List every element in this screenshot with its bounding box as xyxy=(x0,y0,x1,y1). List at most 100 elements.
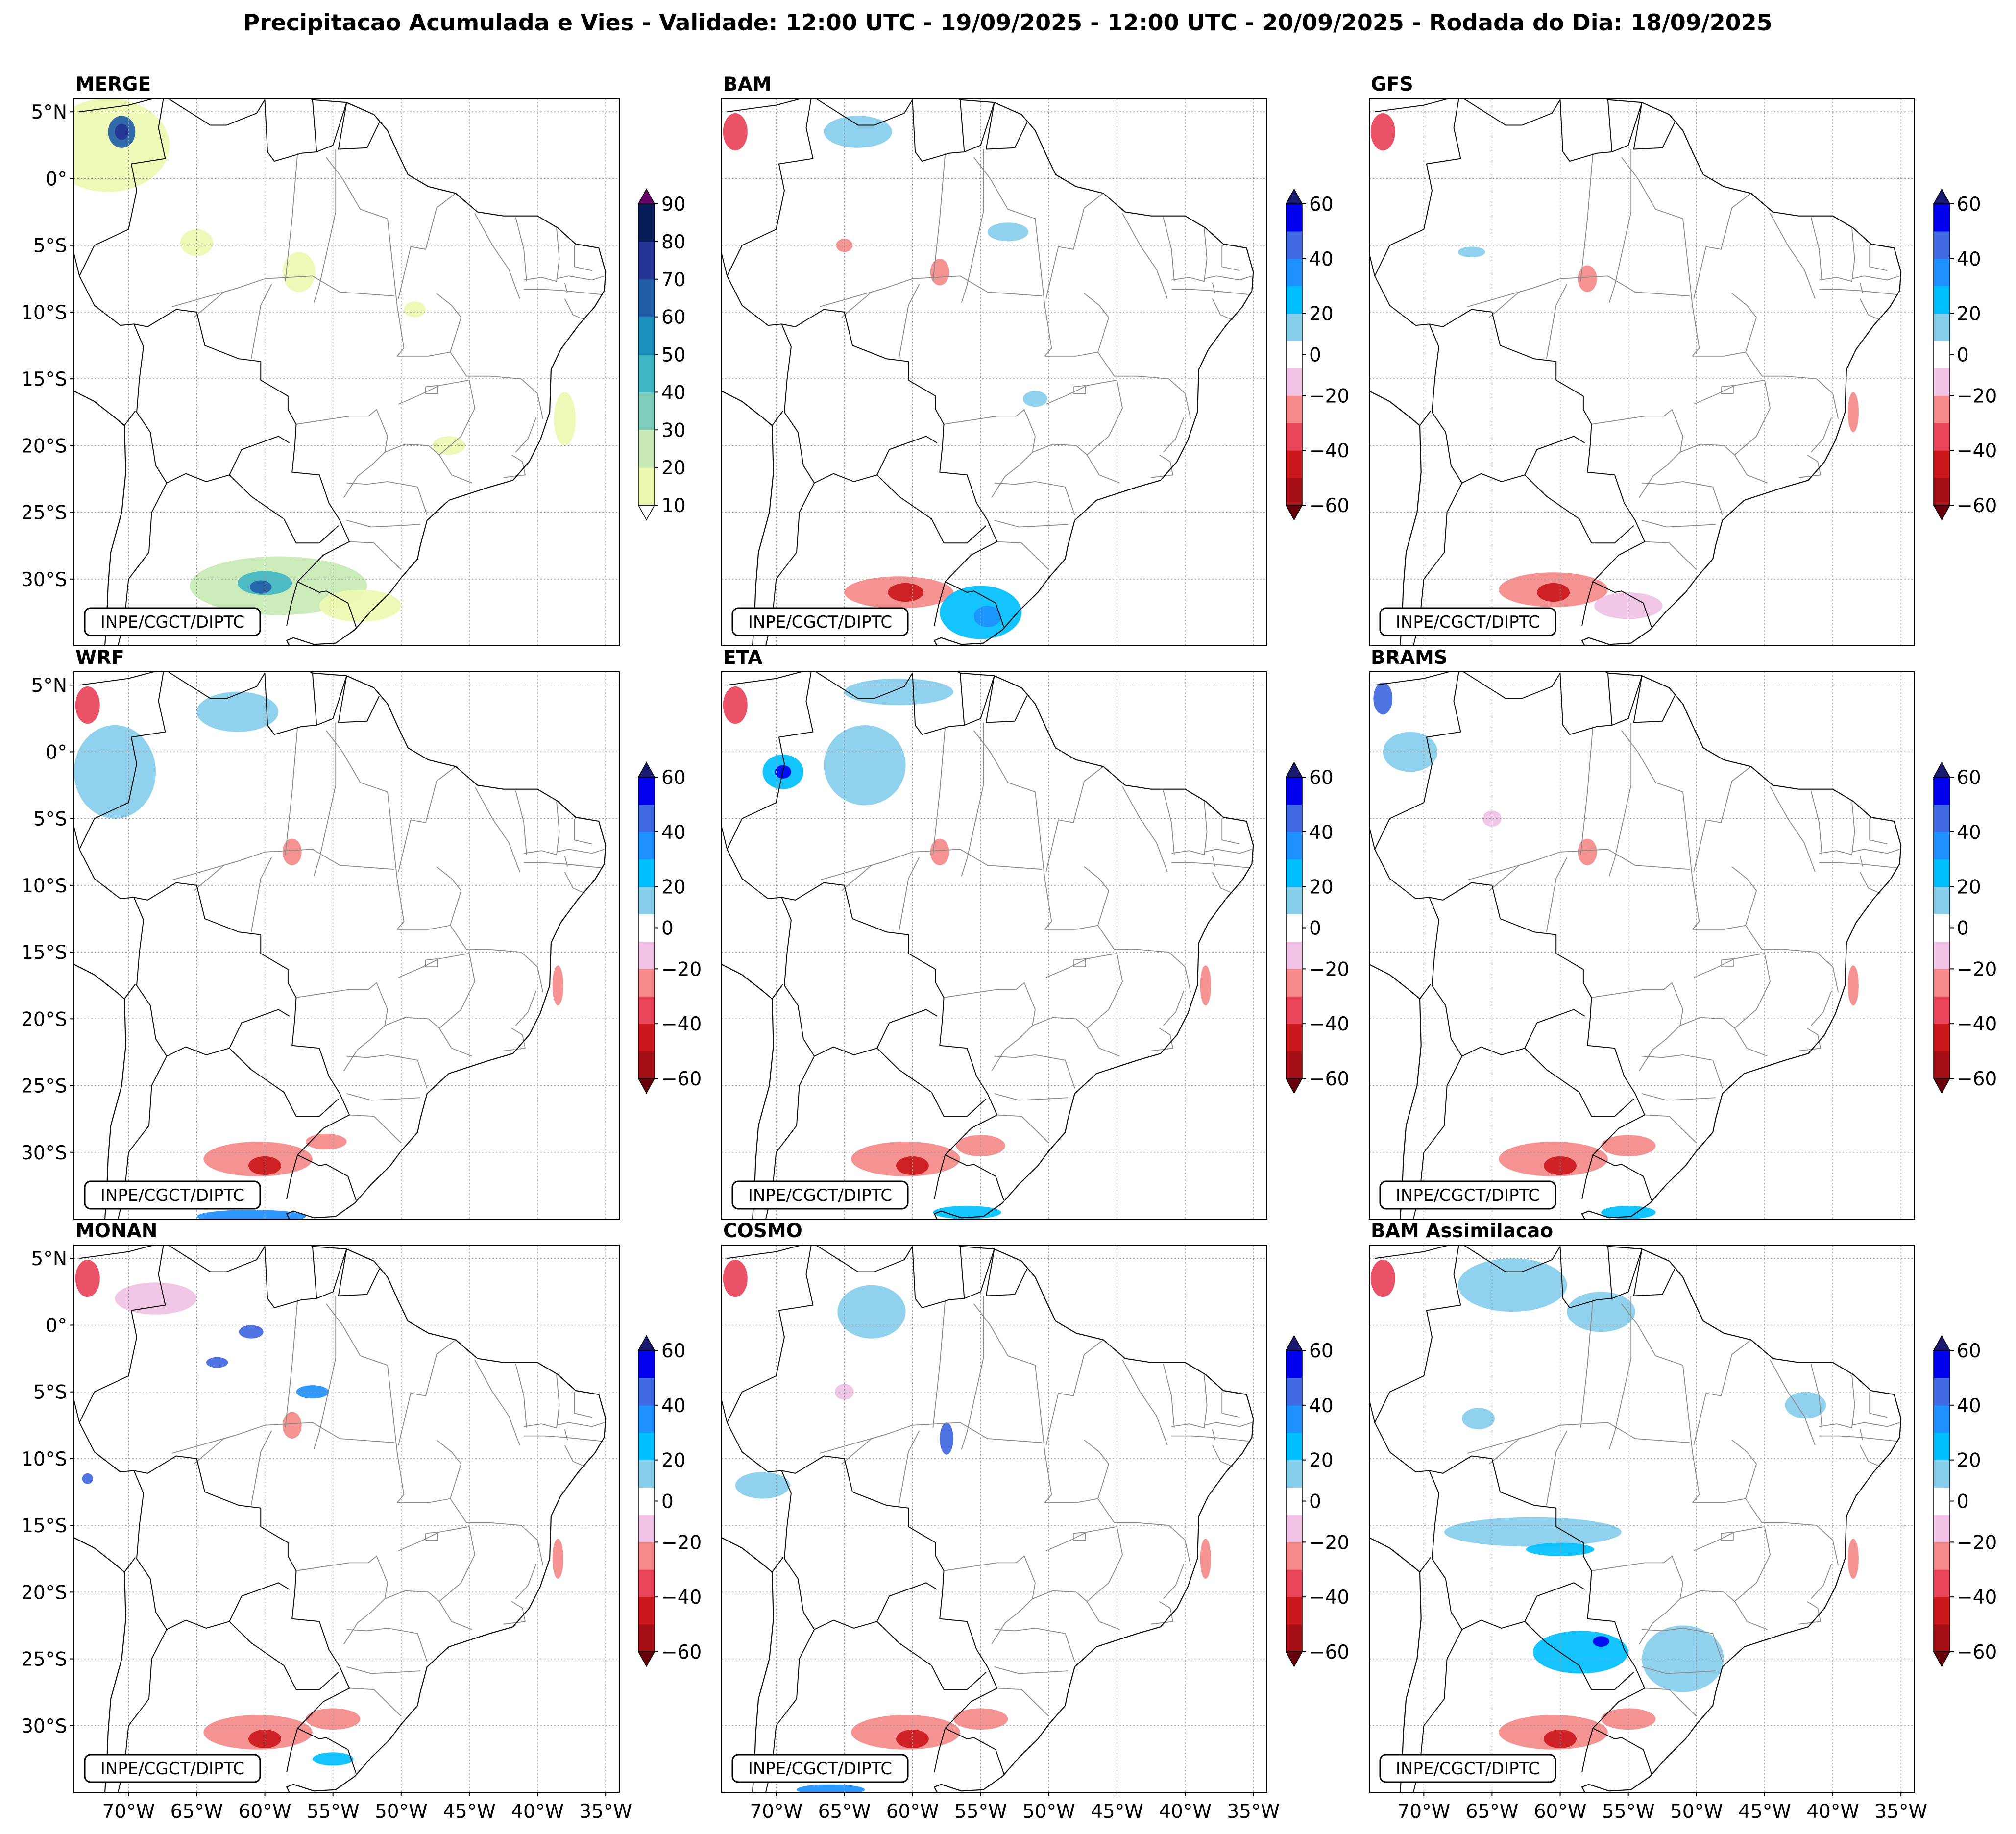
field-blob xyxy=(75,686,100,724)
state-boundary xyxy=(1859,282,1864,294)
state-boundary xyxy=(1810,417,1832,453)
colorbar-segment xyxy=(1934,204,1950,232)
field-blob xyxy=(306,1133,347,1150)
map-background xyxy=(74,98,619,646)
state-boundary xyxy=(973,157,1052,357)
colorbar-tick-label: 70 xyxy=(661,269,686,291)
colorbar: −60 −40 −20 0 20 40 60 xyxy=(1285,188,1349,521)
country-boundary xyxy=(1524,1621,1634,1690)
country-boundary xyxy=(124,1557,136,1573)
colorbar-segment xyxy=(638,1350,655,1378)
map-panel: WRF INPE/CGCT/DIPTC 5°N 0° 5°S 10°S 15°S 20°S 25… xyxy=(21,647,702,1220)
lat-tick-label: 0° xyxy=(46,741,67,763)
country-boundary xyxy=(1429,324,1463,484)
map-area xyxy=(722,98,1267,646)
colorbar-tick-label: 0 xyxy=(1309,918,1321,940)
state-boundary xyxy=(574,1392,592,1418)
colorbar-segment xyxy=(638,1405,655,1433)
field-blob xyxy=(1567,1292,1635,1332)
map-panel: MERGE INPE/CGCT/DIPTC 5°N 0° 5°S 10°S 15°S 20°S… xyxy=(21,73,686,646)
state-boundary xyxy=(1693,193,1751,299)
credit-frame xyxy=(731,607,909,636)
state-boundary xyxy=(1171,801,1208,856)
colorbar-segment xyxy=(1286,1377,1302,1406)
colorbar-segment xyxy=(638,941,655,969)
colorbar-segment xyxy=(1934,368,1950,396)
state-boundary xyxy=(1097,1498,1191,1566)
colorbar-segment xyxy=(638,241,655,280)
coastline-pacific xyxy=(1369,964,1422,1219)
credit-text: INPE/CGCT/DIPTC xyxy=(748,612,892,632)
field-blob xyxy=(836,239,853,252)
country-boundary xyxy=(1581,1728,1594,1773)
geography xyxy=(722,98,1254,646)
map-panel: BAM INPE/CGCT/DIPTC −60 −40 −20 0 20 40 60 xyxy=(721,73,1349,646)
colorbar-segment xyxy=(638,1051,655,1079)
state-boundary xyxy=(1546,284,1568,359)
field-blob xyxy=(115,1282,197,1315)
lat-tick-label: 25°S xyxy=(21,1076,67,1098)
state-boundary xyxy=(1122,786,1168,873)
colorbar-segment xyxy=(1286,423,1302,451)
state-boundary xyxy=(346,520,420,528)
colorbar-tick-label: 60 xyxy=(1957,1340,1981,1362)
colorbar-tick-label: 60 xyxy=(1957,194,1981,216)
lat-tick-label: 0° xyxy=(46,168,67,190)
field-blob xyxy=(1200,1539,1211,1579)
lon-tick-label: 40°W xyxy=(1159,1801,1212,1823)
state-boundary xyxy=(1810,1364,1822,1428)
colorbar-segment xyxy=(1286,941,1302,969)
colorbar: −60 −40 −20 0 20 40 60 xyxy=(1933,1335,1997,1667)
coastline-pacific xyxy=(1369,1537,1422,1792)
colorbar-tick-label: 90 xyxy=(661,194,686,216)
state-boundary xyxy=(1546,857,1568,932)
field-blob xyxy=(1578,838,1597,865)
field-blob xyxy=(723,686,748,724)
colorbar-segment xyxy=(638,804,655,832)
state-boundary xyxy=(1045,193,1104,299)
coastline xyxy=(934,98,1254,646)
field-blob xyxy=(282,252,316,293)
map-panel: BAM Assimilacao INPE/CGCT/DIPTC 70°W 65°W 60… xyxy=(1369,1220,1997,1823)
field-layer xyxy=(723,1260,1211,1792)
lon-tick-label: 50°W xyxy=(375,1801,428,1823)
figure-title: Precipitacao Acumulada e Vies - Validade… xyxy=(243,9,1772,36)
map-panel: MONAN INPE/CGCT/DIPTC 5°N 0° 5°S 10°S 15°S 20°S… xyxy=(21,1220,702,1823)
colorbar-tick-label: −20 xyxy=(1309,958,1349,980)
credit-text: INPE/CGCT/DIPTC xyxy=(100,1186,244,1205)
state-boundary xyxy=(1621,730,1700,930)
colorbar-segment xyxy=(1286,258,1302,287)
colorbar-tick-label: −40 xyxy=(1309,1013,1349,1035)
state-boundary xyxy=(574,245,592,271)
state-boundary xyxy=(524,801,560,856)
colorbar-segment xyxy=(1934,777,1950,805)
state-boundary xyxy=(944,982,1036,1072)
state-boundary xyxy=(398,193,456,299)
colorbar-tick-label: 60 xyxy=(661,307,686,329)
field-blob xyxy=(1370,1260,1395,1297)
lat-tick-label: 5°N xyxy=(31,101,68,123)
state-boundary xyxy=(425,958,438,967)
lat-tick-label: 15°S xyxy=(21,368,67,391)
lon-tick-label: 60°W xyxy=(886,1801,939,1823)
colorbar-segment xyxy=(1286,231,1302,259)
field-blob xyxy=(1373,682,1393,715)
state-boundary xyxy=(1122,1359,1168,1446)
lon-tick-label: 55°W xyxy=(1602,1801,1655,1823)
country-boundary xyxy=(876,474,987,544)
lat-tick-label: 15°S xyxy=(21,942,67,964)
state-boundary xyxy=(1680,1017,1768,1057)
state-boundary xyxy=(1204,275,1252,281)
country-boundary xyxy=(1462,1245,1561,1272)
colorbar-tick-label: −20 xyxy=(661,1532,702,1554)
credit-text: INPE/CGCT/DIPTC xyxy=(748,1186,892,1205)
colorbar-tick-label: 40 xyxy=(1309,1395,1334,1417)
state-boundary xyxy=(436,866,462,926)
state-boundary xyxy=(994,1054,1075,1089)
state-boundary xyxy=(398,953,475,1029)
colorbar-tick-label: 60 xyxy=(1309,194,1334,216)
colorbar-segment xyxy=(638,467,655,506)
country-boundary xyxy=(312,673,347,726)
coastline-pacific xyxy=(722,1537,774,1792)
colorbar-tick-label: −60 xyxy=(1957,495,1997,517)
